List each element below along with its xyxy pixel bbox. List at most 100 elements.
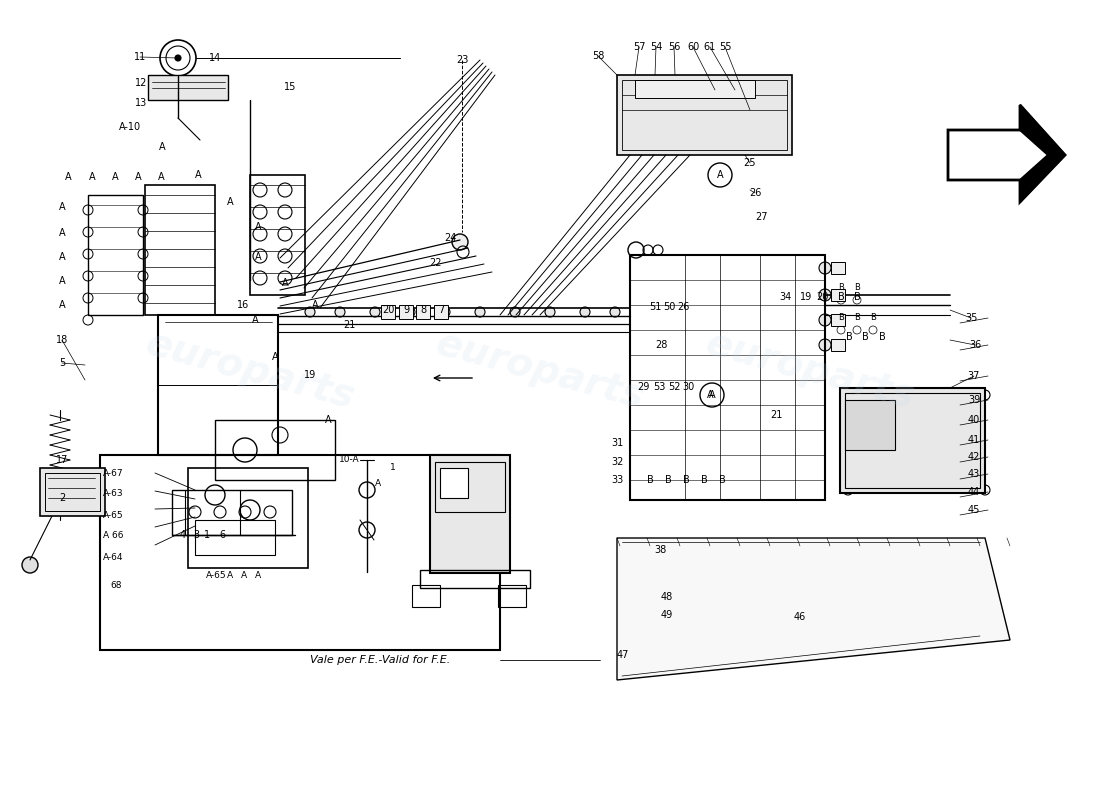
Bar (195, 520, 275, 555)
Text: 26: 26 (749, 188, 761, 198)
Text: 45: 45 (968, 505, 980, 515)
Text: 57: 57 (632, 42, 646, 52)
Bar (630, 255, 825, 500)
Text: 27: 27 (755, 212, 768, 222)
Text: A: A (89, 172, 96, 182)
Circle shape (175, 55, 182, 61)
Text: 61: 61 (704, 42, 716, 52)
Bar (416, 305, 430, 319)
Text: A 66: A 66 (102, 531, 123, 541)
Text: 58: 58 (592, 51, 604, 61)
Circle shape (475, 307, 485, 317)
Text: 3: 3 (192, 530, 199, 540)
Text: A: A (65, 172, 72, 182)
Text: B: B (683, 475, 690, 485)
Text: A: A (311, 300, 318, 310)
Text: 50: 50 (663, 302, 675, 312)
Circle shape (22, 557, 38, 573)
Text: 19: 19 (800, 292, 812, 302)
Bar (840, 388, 984, 493)
Bar (830, 339, 845, 351)
Bar (250, 175, 305, 295)
Text: 9: 9 (403, 305, 409, 315)
Text: A-64: A-64 (102, 554, 123, 562)
Text: A: A (58, 202, 65, 212)
Text: 21: 21 (770, 410, 782, 420)
Text: 30: 30 (682, 382, 694, 392)
Text: 60: 60 (686, 42, 700, 52)
Text: A: A (282, 278, 288, 288)
Text: 33: 33 (610, 475, 623, 485)
Text: 39: 39 (968, 395, 980, 405)
Text: 34: 34 (779, 292, 791, 302)
Circle shape (918, 418, 962, 462)
Text: B: B (837, 292, 845, 302)
Text: B: B (718, 475, 725, 485)
Bar (148, 75, 228, 100)
Circle shape (544, 307, 556, 317)
Text: 10-A: 10-A (339, 455, 360, 465)
Text: A: A (158, 142, 165, 152)
Polygon shape (1020, 105, 1065, 202)
Text: A: A (112, 172, 119, 182)
Bar (434, 305, 448, 319)
Bar (830, 262, 845, 274)
Text: B: B (870, 314, 876, 322)
Text: 49: 49 (661, 610, 673, 620)
Text: 20: 20 (382, 305, 394, 315)
Bar (172, 490, 292, 535)
Text: 22: 22 (430, 258, 442, 268)
Text: A: A (58, 228, 65, 238)
Bar (88, 195, 143, 315)
Circle shape (370, 307, 379, 317)
Text: 16: 16 (236, 300, 249, 310)
Text: A-65: A-65 (206, 570, 227, 579)
Bar (845, 393, 980, 488)
Text: A: A (255, 252, 262, 262)
Text: A: A (706, 390, 713, 400)
Text: 18: 18 (56, 335, 68, 345)
Text: B: B (838, 314, 844, 322)
Text: A: A (134, 172, 141, 182)
Text: 12: 12 (135, 78, 147, 88)
Text: A: A (255, 222, 262, 232)
Text: europarts: europarts (431, 324, 649, 416)
Text: B: B (854, 283, 860, 293)
Polygon shape (948, 105, 1065, 202)
Circle shape (336, 307, 345, 317)
Bar (45, 473, 100, 511)
Bar (617, 75, 792, 155)
Bar (412, 585, 440, 607)
Text: 6: 6 (219, 530, 225, 540)
Text: 31: 31 (610, 438, 623, 448)
Bar (381, 305, 395, 319)
Polygon shape (617, 538, 1010, 680)
Bar (100, 455, 500, 650)
Text: B: B (854, 292, 860, 302)
Text: A: A (375, 478, 381, 487)
Text: 51: 51 (649, 302, 661, 312)
Bar (830, 289, 845, 301)
Circle shape (628, 242, 643, 258)
Text: 17: 17 (56, 455, 68, 465)
Text: 24: 24 (443, 233, 456, 243)
Circle shape (452, 234, 468, 250)
Text: A: A (58, 300, 65, 310)
Bar (434, 462, 505, 512)
Bar (158, 315, 278, 455)
Text: 11: 11 (134, 52, 146, 62)
Text: 43: 43 (968, 469, 980, 479)
Text: 56: 56 (668, 42, 680, 52)
Text: A: A (58, 276, 65, 286)
Text: 36: 36 (969, 340, 981, 350)
Text: 37: 37 (968, 371, 980, 381)
Bar (830, 314, 845, 326)
Text: A-10: A-10 (119, 122, 141, 132)
Text: A: A (157, 172, 164, 182)
Text: 53: 53 (652, 382, 666, 392)
Text: 4: 4 (180, 530, 186, 540)
Bar (40, 468, 104, 516)
Bar (498, 585, 526, 607)
Text: A: A (255, 570, 261, 579)
Circle shape (305, 307, 315, 317)
